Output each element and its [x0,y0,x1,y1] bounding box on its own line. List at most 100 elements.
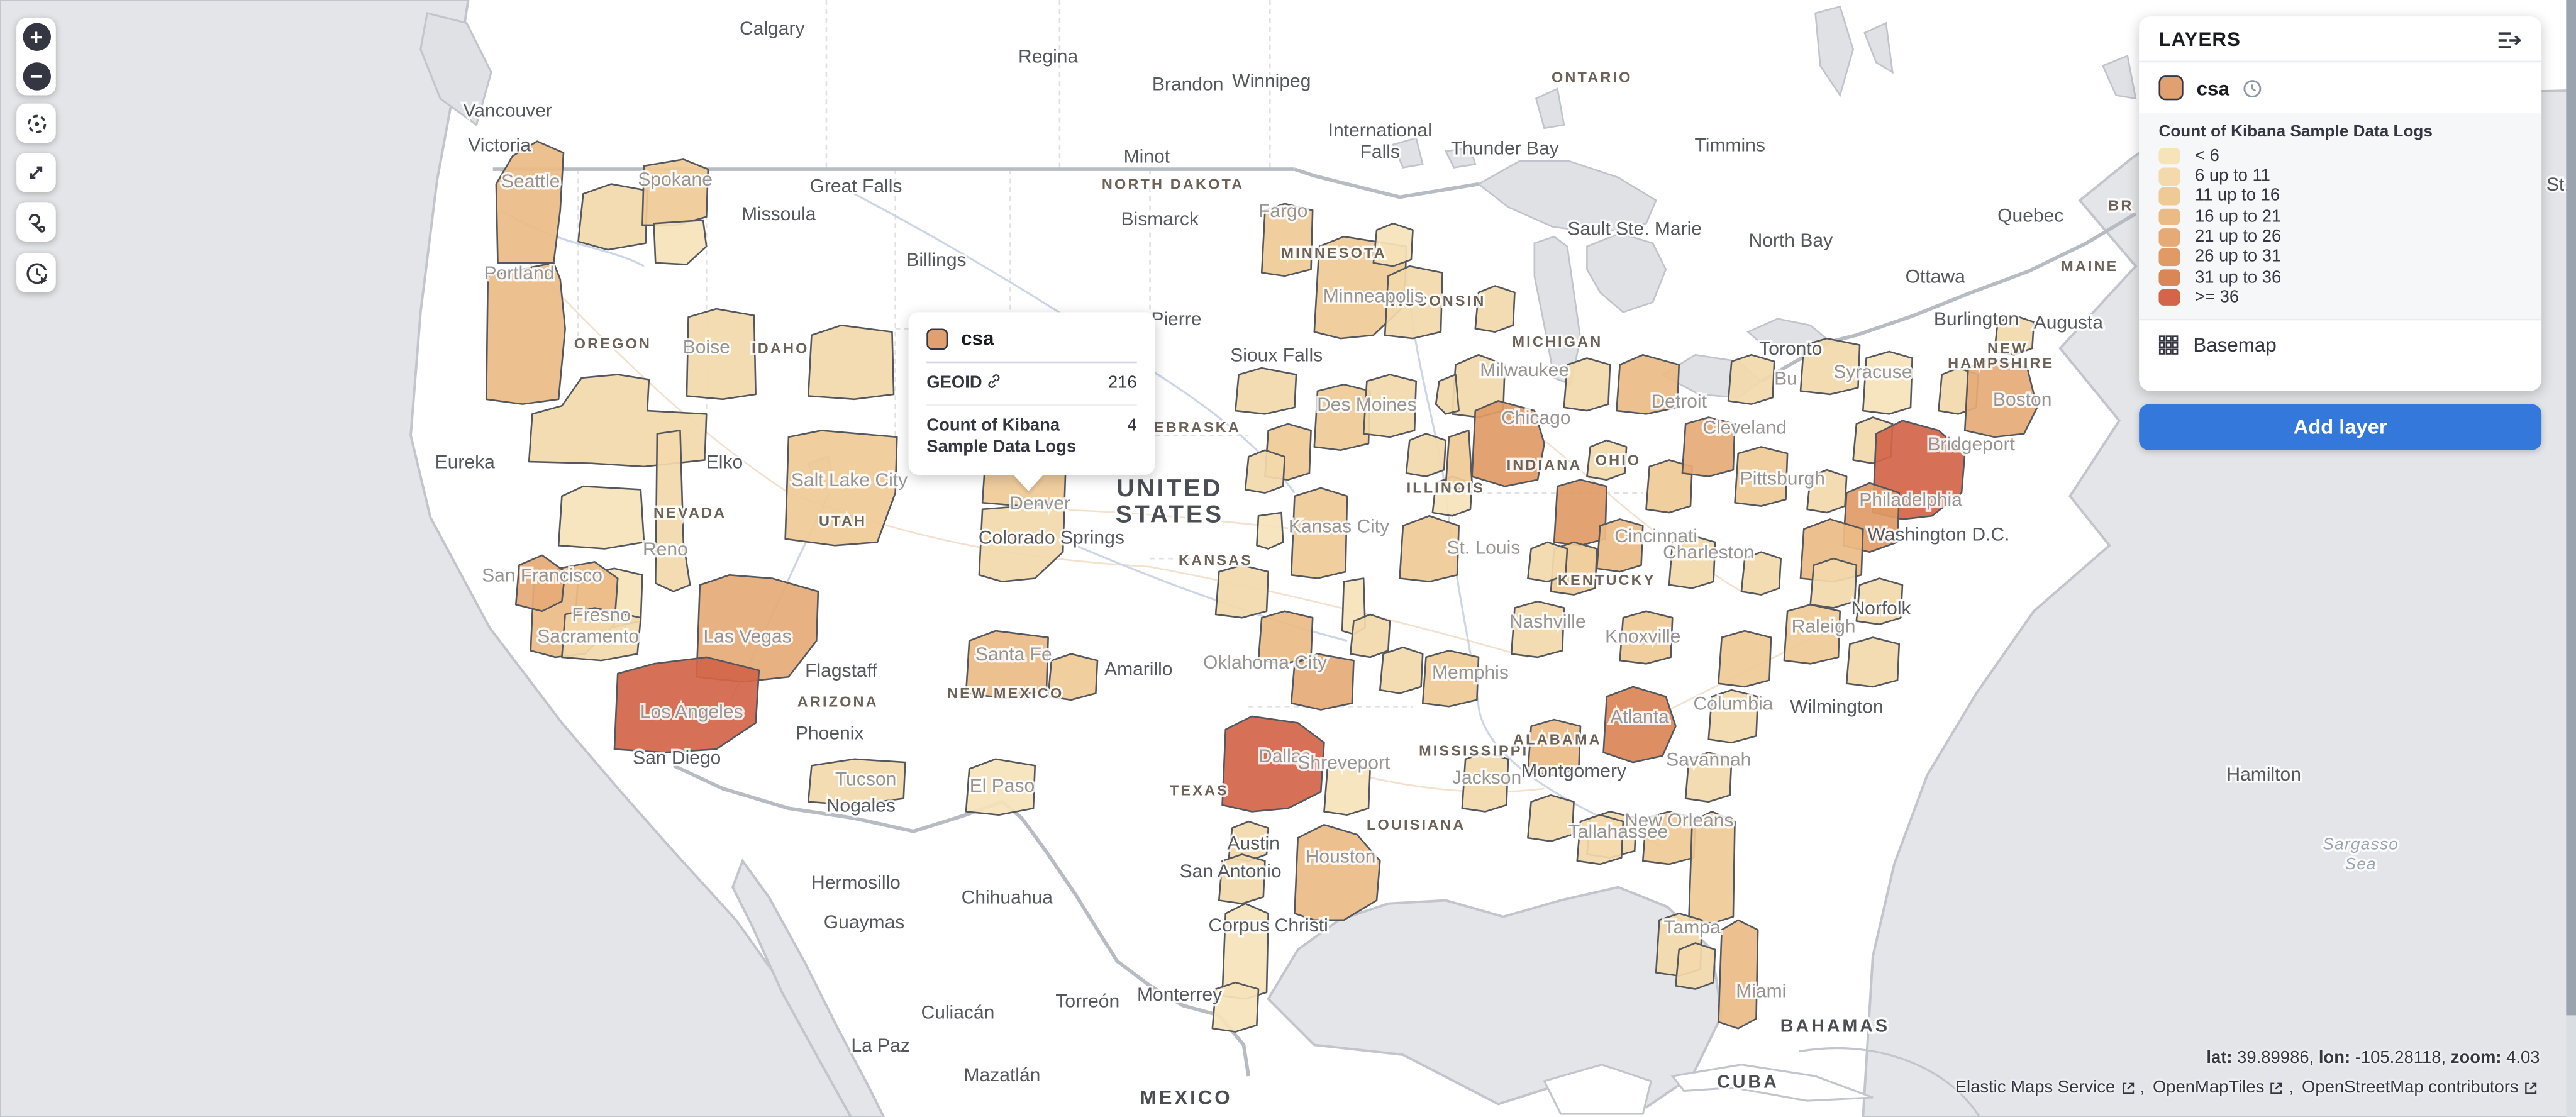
csa-region[interactable] [557,485,645,550]
csa-region[interactable] [1718,919,1759,1030]
timeslider-button[interactable] [16,253,56,292]
csa-region[interactable] [1727,353,1775,405]
csa-region[interactable] [1218,853,1266,905]
csa-region[interactable] [1235,367,1297,415]
csa-region[interactable] [1384,265,1443,340]
csa-region[interactable] [1372,222,1414,267]
csa-region[interactable] [807,758,906,806]
tools-button[interactable] [16,202,56,242]
page-scrollbar[interactable] [2566,0,2576,1117]
csa-region[interactable] [1734,446,1789,507]
csa-region[interactable] [1602,686,1677,764]
csa-region[interactable] [1527,541,1568,583]
fit-to-data-button[interactable] [16,152,56,192]
csa-region[interactable] [1855,577,1904,625]
attribution-link-openmaptiles[interactable]: OpenMapTiles [2152,1077,2265,1098]
attribution-link-osm[interactable]: OpenStreetMap contributors [2302,1077,2519,1098]
csa-region[interactable] [1244,449,1286,494]
csa-region[interactable] [1862,350,1913,415]
collapse-panel-icon[interactable] [2497,29,2522,50]
zoom-in-button[interactable]: + [22,23,50,52]
map-label: Minot [1124,147,1170,167]
map-label: Norfolk [1851,598,1911,619]
map-label: Bridgeport [1928,434,2015,455]
csa-region[interactable] [965,630,1049,699]
csa-region[interactable] [1563,357,1611,412]
map-label: Torreón [1055,991,1119,1011]
csa-region[interactable] [1445,430,1473,491]
csa-region[interactable] [1641,811,1697,865]
csa-region[interactable] [654,430,691,592]
csa-region[interactable] [1349,613,1391,659]
scrollbar-thumb[interactable] [2566,0,2576,1016]
csa-region[interactable] [978,502,1066,583]
layer-row-basemap[interactable]: Basemap [2139,321,2541,370]
csa-region[interactable] [686,308,757,401]
csa-region[interactable] [1576,814,1624,865]
csa-region[interactable] [1809,557,1858,609]
csa-region[interactable] [1799,337,1861,396]
csa-region[interactable] [1461,752,1509,813]
link-icon[interactable] [985,373,1002,389]
csa-region[interactable] [1681,416,1736,477]
csa-region[interactable] [577,183,648,251]
csa-region[interactable] [1616,353,1680,415]
csa-region[interactable] [1675,942,1716,990]
csa-region[interactable] [1214,564,1269,619]
csa-region[interactable] [1596,518,1644,573]
csa-region[interactable] [613,656,760,753]
csa-region[interactable] [1806,469,1848,514]
csa-region[interactable] [1362,374,1418,438]
csa-region[interactable] [1323,761,1371,816]
csa-region[interactable] [1668,535,1716,589]
map-label: Winnipeg [1232,70,1311,91]
csa-region[interactable] [1221,715,1325,813]
csa-region[interactable] [1707,689,1759,744]
csa-region[interactable] [807,324,895,401]
csa-region[interactable] [1963,357,2038,438]
csa-region[interactable] [1586,439,1628,481]
csa-region[interactable] [1399,514,1460,583]
csa-region[interactable] [1783,603,1841,665]
csa-region[interactable] [514,554,566,613]
csa-region[interactable] [1256,511,1284,550]
csa-region[interactable] [1421,650,1480,708]
map-label: Kansas City [1289,516,1389,536]
csa-region[interactable] [495,140,565,264]
csa-region[interactable] [1718,630,1772,688]
csa-region[interactable] [1527,718,1582,777]
csa-region[interactable] [1527,794,1575,842]
csa-region[interactable] [1294,824,1381,921]
csa-region[interactable] [1047,653,1099,701]
csa-region[interactable] [1257,610,1314,665]
csa-region[interactable] [1435,374,1460,415]
csa-region[interactable] [1290,487,1348,579]
attribution-link-ems[interactable]: Elastic Maps Service [1955,1077,2116,1098]
csa-region[interactable] [1688,811,1736,925]
map-label: Hermosillo [811,872,901,893]
csa-region[interactable] [1471,400,1545,487]
csa-region[interactable] [1211,981,1260,1033]
csa-region[interactable] [1684,752,1733,803]
csa-region[interactable] [1290,653,1355,711]
csa-region[interactable] [1379,646,1424,694]
csa-region[interactable] [1510,600,1565,659]
csa-region[interactable] [1740,551,1782,596]
csa-region[interactable] [1405,433,1447,477]
zoom-out-button[interactable]: − [22,62,50,91]
tooltip-field-label: GEOID [926,373,1002,394]
csa-region[interactable] [1474,285,1516,333]
csa-region[interactable] [965,758,1036,816]
set-view-button[interactable] [16,103,56,143]
csa-region[interactable] [1993,314,2035,356]
csa-region[interactable] [561,607,642,662]
layer-row-csa[interactable]: csa [2139,62,2541,113]
csa-region[interactable] [1845,636,1901,688]
add-layer-button[interactable]: Add layer [2139,404,2542,450]
csa-region[interactable] [1619,610,1674,665]
tooltip-value: 4 [1127,416,1137,436]
csa-region[interactable] [653,219,708,265]
csa-region[interactable] [485,262,566,405]
csa-region[interactable] [1260,203,1314,277]
csa-region[interactable] [784,430,898,547]
